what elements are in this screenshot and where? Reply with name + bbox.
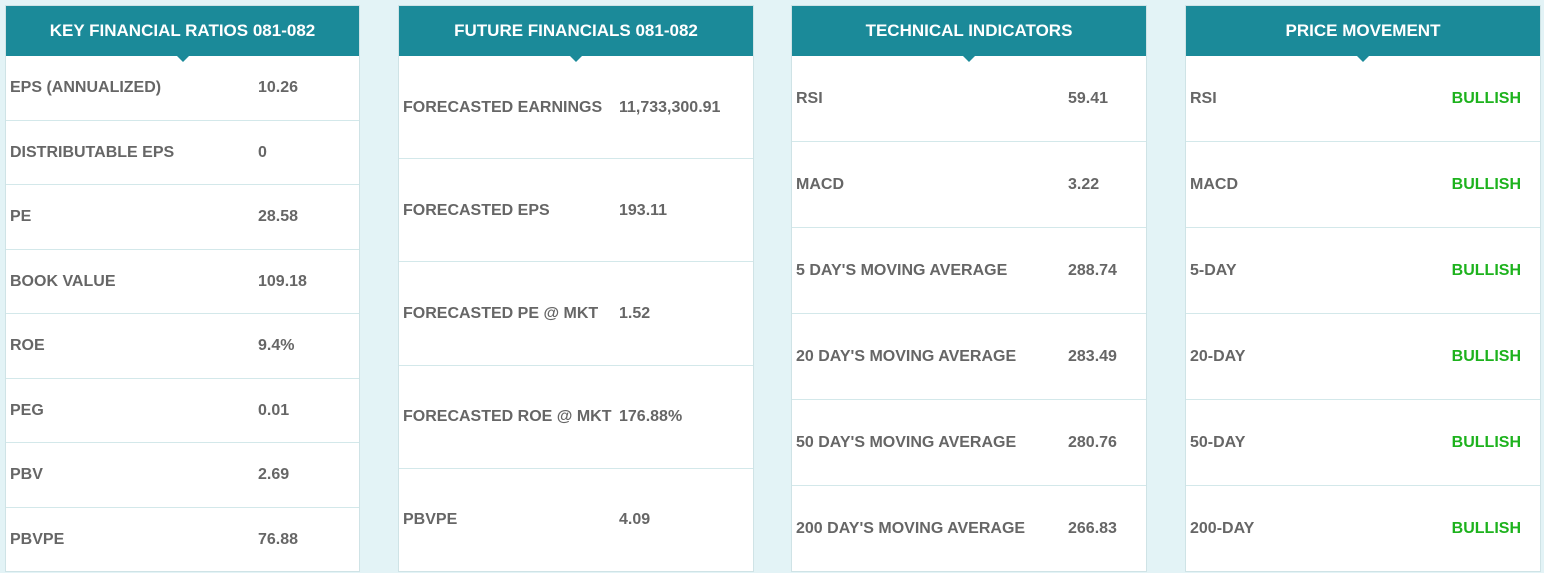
technical-indicators-rows: RSI 59.41 MACD 3.22 5 DAY'S MOVING AVERAGE… xyxy=(792,56,1146,571)
indicator-value: 266.83 xyxy=(1068,520,1117,537)
indicator-value: 280.76 xyxy=(1068,434,1117,451)
ratio-row: PBV 2.69 xyxy=(6,443,359,508)
ratio-label: PBVPE xyxy=(10,530,65,548)
future-row: FORECASTED EARNINGS 11,733,300.91 xyxy=(399,56,753,160)
ratio-value: 28.58 xyxy=(258,208,299,226)
movement-label: RSI xyxy=(1190,90,1217,107)
future-financials-card: FUTURE FINANCIALS 081-082 FORECASTED EAR… xyxy=(398,5,754,572)
ratio-label: EPS (ANNUALIZED) xyxy=(10,79,162,97)
technical-indicators-card: TECHNICAL INDICATORS RSI 59.41 MACD 3.22 5… xyxy=(791,5,1147,572)
future-row: FORECASTED ROE @ MKT 176.88% xyxy=(399,366,753,469)
movement-row: 50-DAY BULLISH xyxy=(1186,400,1540,486)
indicator-label: 200 DAY'S MOVING AVERAGE xyxy=(796,520,1026,537)
future-financials-rows: FORECASTED EARNINGS 11,733,300.91 FORECAS… xyxy=(399,56,753,571)
indicator-value: 3.22 xyxy=(1068,176,1100,193)
indicator-row: RSI 59.41 xyxy=(792,56,1146,142)
movement-signal: BULLISH xyxy=(1451,348,1521,365)
price-movement-card: PRICE MOVEMENT RSI BULLISH MACD BULLISH 5-… xyxy=(1185,5,1541,572)
indicator-label: 20 DAY'S MOVING AVERAGE xyxy=(796,348,1017,365)
movement-signal: BULLISH xyxy=(1451,520,1521,537)
ratio-row: PEG 0.01 xyxy=(6,379,359,443)
future-label: FORECASTED EARNINGS xyxy=(403,98,603,116)
key-financial-ratios-title: KEY FINANCIAL RATIOS 081-082 xyxy=(6,6,359,62)
ratio-row: PBVPE 76.88 xyxy=(6,508,359,572)
indicator-row: 20 DAY'S MOVING AVERAGE 283.49 xyxy=(792,314,1146,400)
movement-row: 5-DAY BULLISH xyxy=(1186,228,1540,314)
future-row: FORECASTED EPS 193.11 xyxy=(399,159,753,263)
ratio-row: PE 28.58 xyxy=(6,185,359,250)
ratio-value: 2.69 xyxy=(258,466,290,484)
future-value: 1.52 xyxy=(619,305,651,322)
movement-row: RSI BULLISH xyxy=(1186,56,1540,142)
future-value: 11,733,300.91 xyxy=(619,98,721,116)
price-movement-rows: RSI BULLISH MACD BULLISH 5-DAY BULLISH 20-D… xyxy=(1186,56,1540,571)
technical-indicators-title: TECHNICAL INDICATORS xyxy=(792,6,1146,62)
movement-label: MACD xyxy=(1190,176,1238,193)
ratio-value: 0 xyxy=(258,143,267,161)
movement-label: 20-DAY xyxy=(1190,348,1246,365)
future-row: PBVPE 4.09 xyxy=(399,469,753,571)
indicator-row: 200 DAY'S MOVING AVERAGE 266.83 xyxy=(792,486,1146,571)
indicator-row: 5 DAY'S MOVING AVERAGE 288.74 xyxy=(792,228,1146,314)
movement-signal: BULLISH xyxy=(1451,434,1521,451)
ratio-row: EPS (ANNUALIZED) 10.26 xyxy=(6,56,359,121)
ratio-label: DISTRIBUTABLE EPS xyxy=(10,143,175,161)
movement-label: 200-DAY xyxy=(1190,520,1255,537)
future-label: FORECASTED PE @ MKT xyxy=(403,305,599,322)
future-label: FORECASTED ROE @ MKT xyxy=(403,408,612,426)
movement-signal: BULLISH xyxy=(1451,262,1521,279)
movement-row: MACD BULLISH xyxy=(1186,142,1540,228)
future-label: PBVPE xyxy=(403,511,458,529)
ratio-value: 76.88 xyxy=(258,530,299,548)
indicator-label: 50 DAY'S MOVING AVERAGE xyxy=(796,434,1017,451)
movement-signal: BULLISH xyxy=(1451,90,1521,107)
future-value: 176.88% xyxy=(619,408,683,426)
price-movement-title: PRICE MOVEMENT xyxy=(1186,6,1540,62)
indicator-label: 5 DAY'S MOVING AVERAGE xyxy=(796,262,1008,279)
ratio-label: PEG xyxy=(10,401,44,419)
ratio-value: 109.18 xyxy=(258,272,307,290)
future-financials-title: FUTURE FINANCIALS 081-082 xyxy=(399,6,753,62)
indicator-value: 283.49 xyxy=(1068,348,1117,365)
future-value: 4.09 xyxy=(619,511,651,529)
indicator-value: 59.41 xyxy=(1068,90,1109,107)
movement-label: 5-DAY xyxy=(1190,262,1237,279)
future-label: FORECASTED EPS xyxy=(403,201,550,219)
indicator-value: 288.74 xyxy=(1068,262,1117,279)
ratio-row: ROE 9.4% xyxy=(6,314,359,379)
movement-label: 50-DAY xyxy=(1190,434,1246,451)
key-financial-ratios-rows: EPS (ANNUALIZED) 10.26 DISTRIBUTABLE EPS 0… xyxy=(6,56,359,571)
indicator-row: 50 DAY'S MOVING AVERAGE 280.76 xyxy=(792,400,1146,486)
ratio-row: BOOK VALUE 109.18 xyxy=(6,250,359,314)
movement-row: 200-DAY BULLISH xyxy=(1186,486,1540,571)
future-row: FORECASTED PE @ MKT 1.52 xyxy=(399,262,753,366)
ratio-label: PBV xyxy=(10,466,43,484)
indicator-label: MACD xyxy=(796,176,844,193)
indicator-row: MACD 3.22 xyxy=(792,142,1146,228)
key-financial-ratios-card: KEY FINANCIAL RATIOS 081-082 EPS (ANNUAL… xyxy=(5,5,360,572)
ratio-row: DISTRIBUTABLE EPS 0 xyxy=(6,121,359,185)
ratio-label: ROE xyxy=(10,337,45,355)
ratio-value: 0.01 xyxy=(258,401,290,419)
movement-row: 20-DAY BULLISH xyxy=(1186,314,1540,400)
future-value: 193.11 xyxy=(619,201,668,219)
ratio-label: PE xyxy=(10,208,32,226)
indicator-label: RSI xyxy=(796,90,823,107)
ratio-value: 10.26 xyxy=(258,79,299,97)
ratio-label: BOOK VALUE xyxy=(10,272,116,290)
ratio-value: 9.4% xyxy=(258,337,295,355)
movement-signal: BULLISH xyxy=(1451,176,1521,193)
